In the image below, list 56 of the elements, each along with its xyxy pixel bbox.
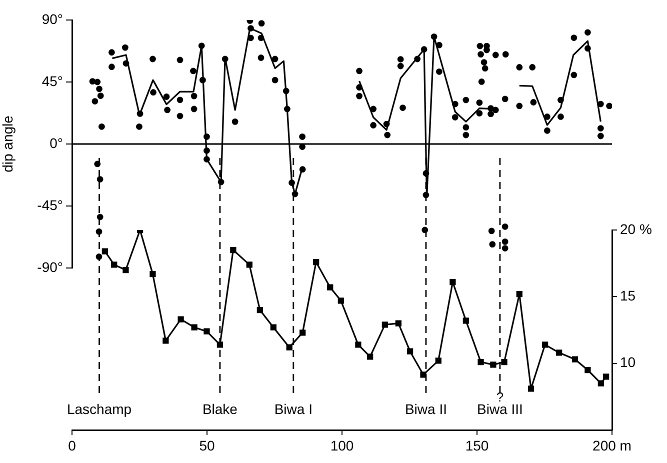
point (542, 342, 548, 348)
point (516, 290, 522, 298)
point (603, 374, 610, 380)
point (122, 266, 129, 274)
point (204, 328, 210, 334)
point (338, 298, 344, 304)
point (584, 366, 591, 374)
y2-tick-label: 10 (620, 354, 636, 370)
point (327, 284, 334, 290)
point (490, 362, 496, 368)
point (230, 246, 236, 254)
point (216, 342, 224, 348)
point (150, 270, 156, 278)
point (572, 356, 578, 362)
point (102, 248, 108, 254)
point (270, 324, 276, 330)
ref-line-label: Biwa II (404, 400, 447, 417)
point (420, 372, 426, 378)
ref-line-label: Biwa I (274, 400, 312, 417)
point (406, 348, 414, 354)
point (450, 278, 456, 286)
point (300, 330, 306, 336)
y-tick-label: 45° (42, 72, 63, 89)
y-tick-label: -45° (37, 196, 63, 213)
point (478, 358, 484, 366)
point (556, 350, 562, 356)
point (313, 258, 320, 266)
ref-line-label: Blake (202, 400, 238, 417)
point (162, 338, 169, 344)
ref-line-label: Laschamp (66, 400, 132, 417)
y2-tick-label: 15 (620, 288, 636, 304)
point (111, 262, 118, 268)
point (178, 316, 184, 322)
y2-tick-label: 20 % (620, 220, 652, 237)
y-tick-label: -90° (37, 258, 63, 275)
y-tick-label: 0° (50, 134, 63, 151)
point (355, 342, 362, 348)
y-axis-title: dip angle (0, 115, 16, 172)
point (501, 358, 508, 366)
point (256, 306, 263, 314)
x-tick-label: 200 m (592, 437, 632, 454)
point (286, 344, 292, 350)
x-tick-label: 100 (330, 437, 354, 454)
point (462, 318, 469, 324)
y-tick-label: 90° (42, 10, 63, 27)
point (598, 380, 604, 386)
point (382, 322, 388, 328)
x-tick-label: 0 (68, 437, 76, 454)
point (246, 262, 252, 268)
point (528, 386, 534, 392)
x-tick-label: 150 (465, 437, 489, 454)
point (435, 358, 442, 364)
point (367, 354, 374, 360)
point (191, 324, 198, 330)
point (395, 320, 402, 326)
x-tick-label: 50 (199, 437, 215, 454)
